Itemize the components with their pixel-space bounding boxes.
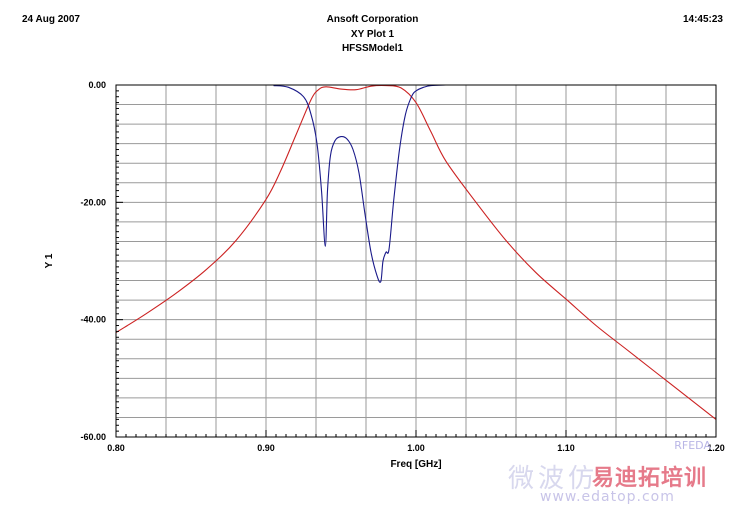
x-tick-label: 0.90 <box>257 443 275 453</box>
watermark-chinese: 微波仿 <box>508 464 599 494</box>
x-axis-title: Freq [GHz] <box>390 459 441 470</box>
report-date: 24 Aug 2007 <box>22 14 80 25</box>
grid <box>116 85 716 437</box>
series-line-blue <box>273 84 447 283</box>
x-tick-label: 1.20 <box>707 443 725 453</box>
watermark-brand: 易迪拓培训 <box>592 466 708 491</box>
axis-ticks: 0.80 0.90 1.00 1.10 1.20 0.00 -20.00 -40.00 -60.… <box>80 80 724 453</box>
plot-subtitle: HFSSModel1 <box>341 43 404 54</box>
watermark-rfeda: RFEDA <box>674 439 711 452</box>
y-tick-label: 0.00 <box>88 80 106 90</box>
series-line-red <box>115 84 717 420</box>
y-tick-label: -40.00 <box>80 315 106 325</box>
x-tick-label: 0.80 <box>107 443 125 453</box>
y-tick-label: -60.00 <box>80 432 106 442</box>
plot-title: XY Plot 1 <box>350 29 395 40</box>
y-axis-title: Y 1 <box>44 253 55 268</box>
watermark-url: www.edatop.com <box>540 489 675 505</box>
report-time: 14:45:23 <box>682 14 723 25</box>
company-name: Ansoft Corporation <box>326 14 419 25</box>
series-layer <box>115 84 717 420</box>
y-tick-label: -20.00 <box>80 197 106 207</box>
x-tick-label: 1.00 <box>407 443 425 453</box>
x-tick-label: 1.10 <box>557 443 575 453</box>
